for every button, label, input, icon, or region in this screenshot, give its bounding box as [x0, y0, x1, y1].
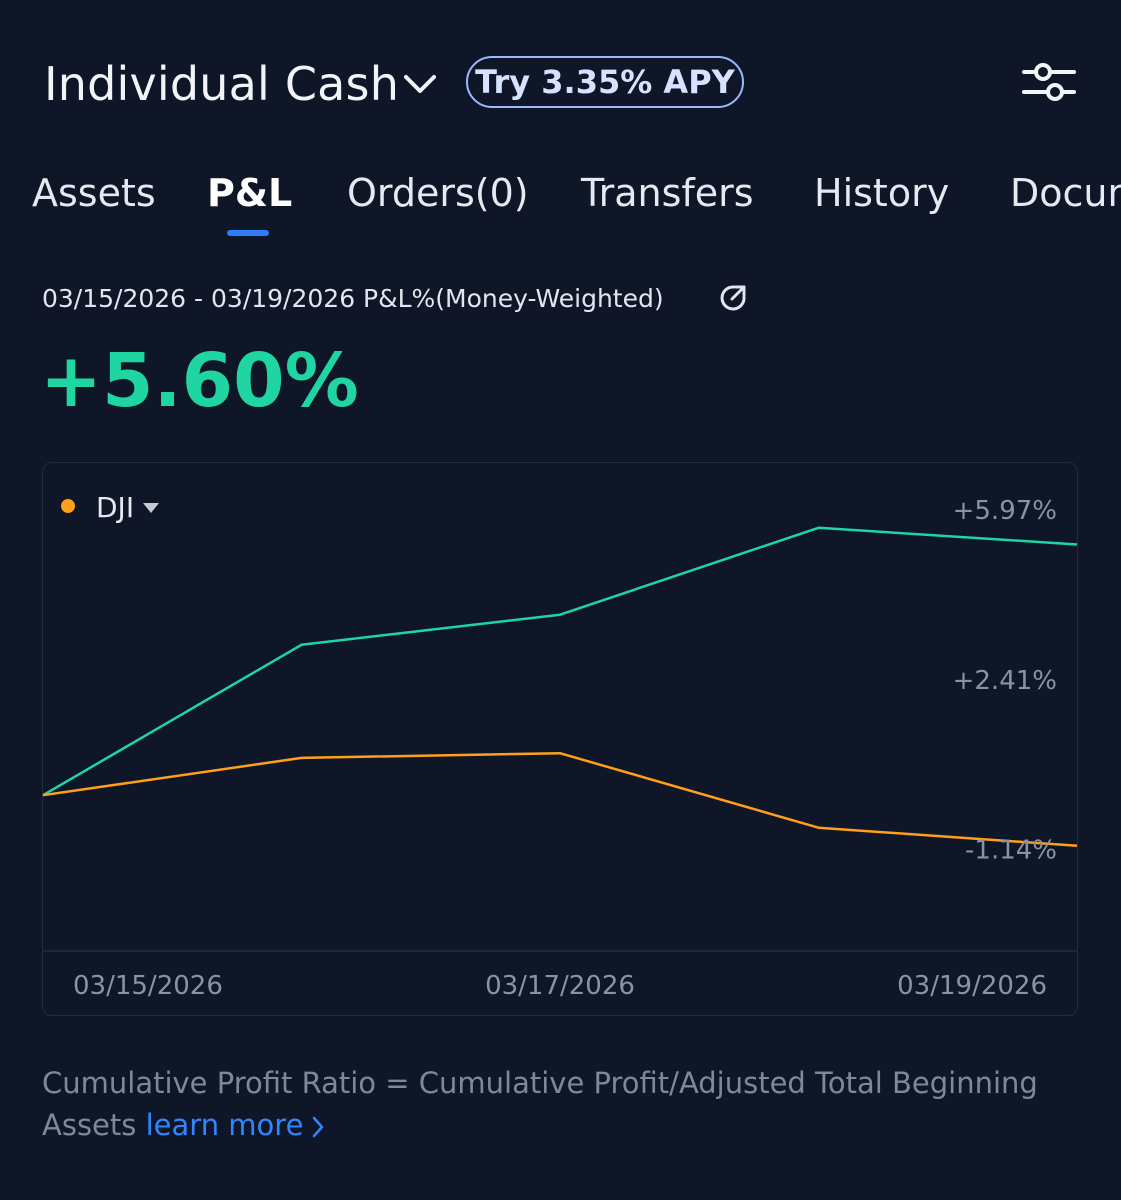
sliders-icon[interactable]: [1022, 60, 1076, 104]
share-icon[interactable]: [718, 283, 748, 313]
chevron-down-icon[interactable]: [402, 70, 438, 98]
chevron-right-icon[interactable]: [311, 1115, 325, 1139]
header: Individual Cash Try 3.35% APY: [0, 0, 1121, 140]
tab-assets[interactable]: Assets: [32, 171, 156, 215]
active-tab-indicator: [227, 230, 269, 236]
profit-ratio-text: Cumulative Profit Ratio = Cumulative Pro…: [42, 1066, 1038, 1142]
learn-more-label[interactable]: learn more: [145, 1108, 304, 1142]
tab-pnl[interactable]: P&L: [207, 171, 293, 215]
account-title[interactable]: Individual Cash: [44, 57, 400, 111]
chart-card: [42, 462, 1078, 1016]
tab-documents[interactable]: Documents: [1010, 171, 1121, 215]
date-range-label[interactable]: 03/15/2026 - 03/19/2026 P&L%(Money-Weigh…: [42, 284, 664, 313]
caret-down-icon[interactable]: [142, 502, 160, 514]
tab-history[interactable]: History: [814, 171, 950, 215]
apy-promo-button[interactable]: Try 3.35% APY: [466, 56, 744, 108]
learn-more-link[interactable]: learn more: [146, 1108, 326, 1142]
tab-orders[interactable]: Orders(0): [347, 171, 529, 215]
tab-bar: Assets P&L Orders(0) Transfers History D…: [0, 160, 1121, 240]
benchmark-legend-dot: [61, 499, 75, 513]
profit-ratio-note: Cumulative Profit Ratio = Cumulative Pro…: [42, 1062, 1082, 1146]
tab-transfers[interactable]: Transfers: [581, 171, 754, 215]
pnl-percent-value: +5.60%: [40, 338, 359, 424]
benchmark-selector[interactable]: DJI: [96, 491, 135, 524]
